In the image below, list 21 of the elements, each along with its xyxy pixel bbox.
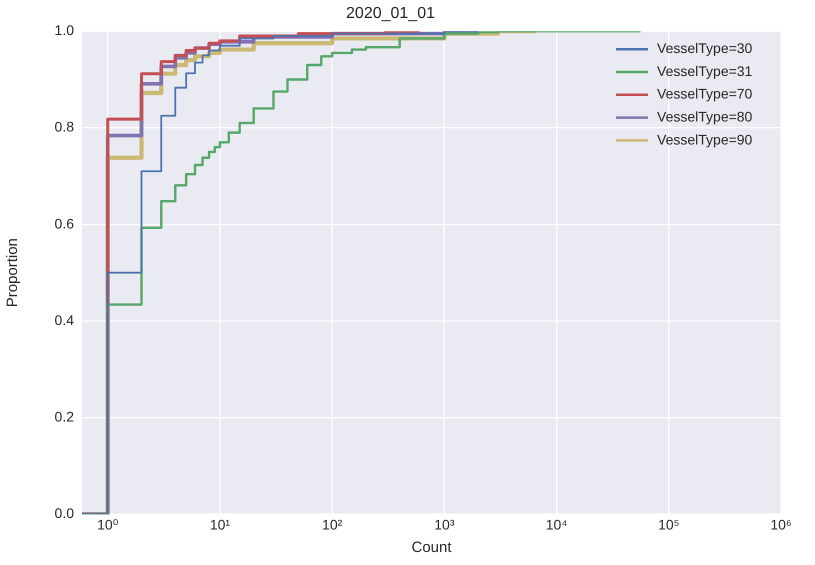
y-tick-label: 0.4 [54,312,74,328]
legend-label: VesselType=31 [657,62,753,79]
x-tick-label: 10⁰ [97,516,119,532]
x-tick-label: 10⁴ [546,516,568,532]
legend-label: VesselType=30 [657,40,753,56]
x-tick-label: 10⁵ [658,516,680,532]
x-tick-label: 10² [322,516,343,532]
y-tick-label: 0.2 [54,408,74,424]
y-tick-label: 0.6 [54,215,74,232]
x-axis-title: Count [411,539,452,556]
chart-title: 2020_01_01 [346,5,436,22]
y-tick-label: 0.8 [54,118,74,135]
y-axis-title: Proportion [4,238,22,308]
legend-label: VesselType=90 [657,131,753,148]
y-tick-label: 1.0 [54,22,74,38]
x-tick-label: 10³ [434,516,455,532]
y-tick-label: 0.0 [54,505,74,522]
x-tick-label: 10⁶ [770,516,792,532]
x-tick-label: 10¹ [210,516,230,532]
legend-label: VesselType=70 [657,86,753,102]
legend-label: VesselType=80 [657,108,753,124]
